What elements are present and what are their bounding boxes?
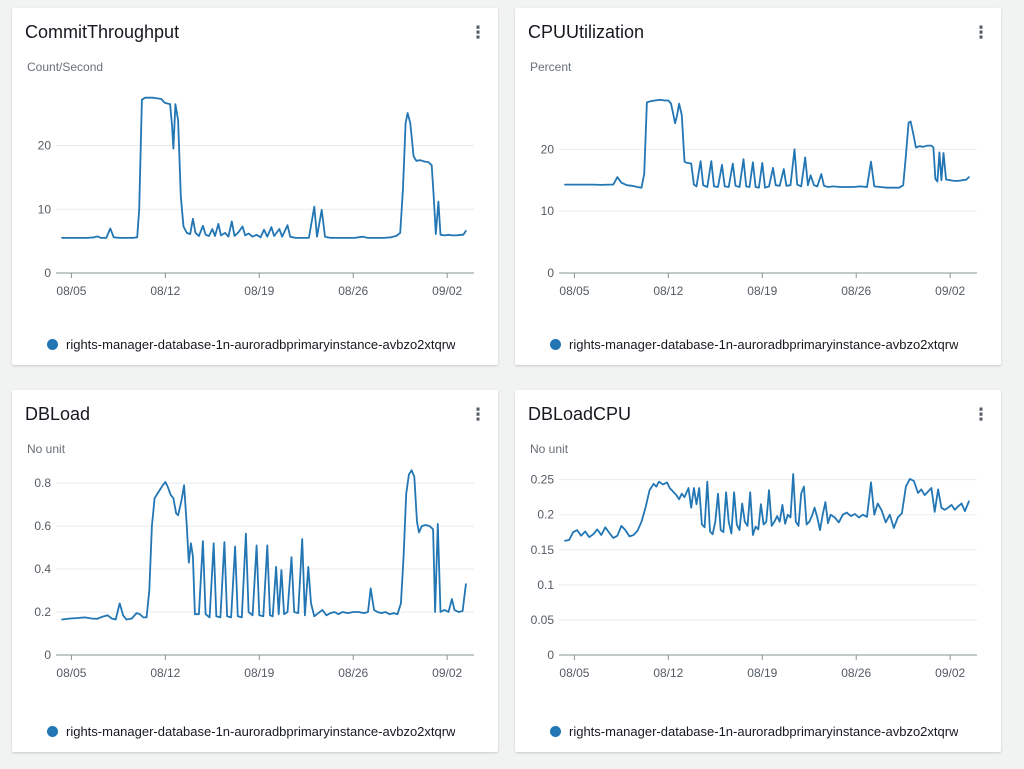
x-tick-label: 08/26 [841,284,871,298]
y-tick-label: 0 [547,266,554,280]
ellipsis-vertical-icon: ⋮ [469,404,487,424]
x-tick-label: 08/05 [56,666,86,680]
widget-menu-button[interactable]: ⋮ [464,401,492,427]
y-tick-label: 20 [38,139,52,153]
widget-title: DBLoad [25,404,91,424]
metric-widget-commit-throughput: CommitThroughput ⋮ Count/Second 0 10 20 08/… [12,8,498,365]
ellipsis-vertical-icon: ⋮ [972,404,990,424]
x-tick-label: 08/05 [56,284,86,298]
x-tick-label: 08/12 [653,666,683,680]
x-tick-label: 08/26 [338,284,368,298]
x-tick-label: 08/12 [150,284,180,298]
y-tick-label: 10 [38,202,52,216]
x-tick-label: 09/02 [432,666,462,680]
chart-area: 0 10 20 08/05 08/12 08/19 08/26 09/02 [12,74,498,311]
legend-label: rights-manager-database-1n-auroradbprima… [66,337,456,352]
y-tick-label: 0 [44,266,51,280]
metric-widget-db-load-cpu: DBLoadCPU ⋮ No unit 0 0.05 0.1 0.15 0.2 0.25 0… [515,390,1001,752]
y-tick-label: 0.8 [34,476,51,490]
legend-color-dot [550,726,561,737]
y-tick-label: 0.1 [537,578,554,592]
x-tick-label: 08/12 [653,284,683,298]
y-axis-unit-label: No unit [530,442,569,456]
widget-menu-button[interactable]: ⋮ [464,19,492,45]
x-tick-label: 08/19 [747,666,777,680]
y-tick-label: 0.15 [531,543,555,557]
widget-menu-button[interactable]: ⋮ [967,401,995,427]
metric-widget-cpu-utilization: CPUUtilization ⋮ Percent 0 10 20 08/05 08/12… [515,8,1001,365]
widget-menu-button[interactable]: ⋮ [967,19,995,45]
legend-color-dot [550,339,561,350]
chart-area: 0 0.05 0.1 0.15 0.2 0.25 08/05 08/12 08/19 08/26 0… [515,456,1001,693]
x-tick-label: 08/05 [559,666,589,680]
widget-title: CommitThroughput [25,22,180,42]
y-tick-label: 10 [541,204,555,218]
legend-item[interactable]: rights-manager-database-1n-auroradbprima… [515,724,1001,752]
chart-area: 0 0.2 0.4 0.6 0.8 08/05 08/12 08/19 08/26 09/02 [12,456,498,693]
y-tick-label: 0 [44,648,51,662]
y-tick-label: 0 [547,648,554,662]
y-tick-label: 0.05 [531,613,555,627]
legend-label: rights-manager-database-1n-auroradbprima… [569,337,959,352]
metric-series-line [61,469,467,621]
x-tick-label: 09/02 [935,666,965,680]
y-tick-label: 0.6 [34,519,51,533]
widget-title: DBLoadCPU [528,404,632,424]
x-tick-label: 09/02 [935,284,965,298]
x-tick-label: 08/19 [244,284,274,298]
x-tick-label: 09/02 [432,284,462,298]
legend-item[interactable]: rights-manager-database-1n-auroradbprima… [12,724,498,752]
y-tick-label: 0.2 [537,508,554,522]
legend-item[interactable]: rights-manager-database-1n-auroradbprima… [12,337,498,365]
y-tick-label: 20 [541,142,555,156]
ellipsis-vertical-icon: ⋮ [972,22,990,42]
metric-line-chart[interactable]: 0 10 20 08/05 08/12 08/19 08/26 09/02 [525,77,981,311]
y-tick-label: 0.25 [531,473,555,487]
x-tick-label: 08/19 [747,284,777,298]
metric-series-line [564,98,970,189]
ellipsis-vertical-icon: ⋮ [469,22,487,42]
x-tick-label: 08/26 [338,666,368,680]
legend-label: rights-manager-database-1n-auroradbprima… [66,724,456,739]
y-tick-label: 0.4 [34,562,51,576]
metric-line-chart[interactable]: 0 0.05 0.1 0.15 0.2 0.25 08/05 08/12 08/19 08/26 0… [525,459,981,693]
legend-item[interactable]: rights-manager-database-1n-auroradbprima… [515,337,1001,365]
metric-widget-db-load: DBLoad ⋮ No unit 0 0.2 0.4 0.6 0.8 08/05 08/12… [12,390,498,752]
y-axis-unit-label: Percent [530,60,572,74]
legend-label: rights-manager-database-1n-auroradbprima… [569,724,959,739]
x-tick-label: 08/19 [244,666,274,680]
metric-line-chart[interactable]: 0 10 20 08/05 08/12 08/19 08/26 09/02 [22,77,478,311]
metric-series-line [61,96,467,239]
legend-color-dot [47,726,58,737]
chart-area: 0 10 20 08/05 08/12 08/19 08/26 09/02 [515,74,1001,311]
x-tick-label: 08/12 [150,666,180,680]
y-axis-unit-label: Count/Second [27,60,104,74]
metric-line-chart[interactable]: 0 0.2 0.4 0.6 0.8 08/05 08/12 08/19 08/26 09/02 [22,459,478,693]
x-tick-label: 08/26 [841,666,871,680]
metric-series-line [564,473,970,542]
widget-title: CPUUtilization [528,22,645,42]
x-tick-label: 08/05 [559,284,589,298]
legend-color-dot [47,339,58,350]
y-tick-label: 0.2 [34,605,51,619]
y-axis-unit-label: No unit [27,442,66,456]
